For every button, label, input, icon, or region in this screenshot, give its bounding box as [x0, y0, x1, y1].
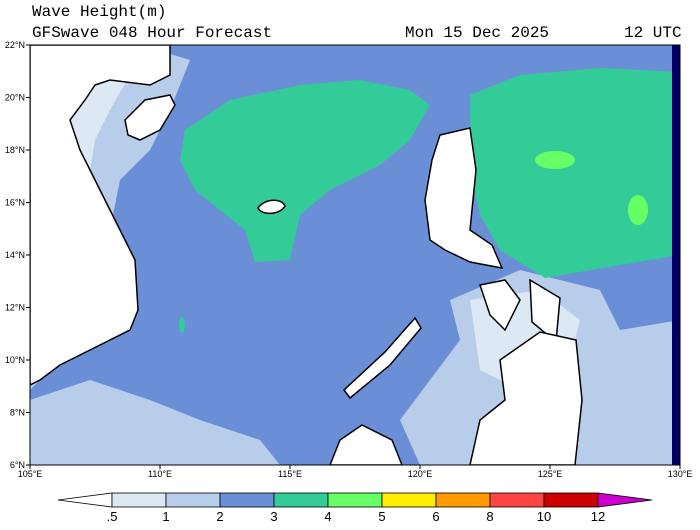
colorbar-box	[381, 492, 437, 508]
title: Wave Height(m)	[32, 3, 166, 21]
land	[30, 45, 583, 465]
sea-4-5m	[535, 151, 575, 169]
lon-label: 105°E	[18, 469, 43, 479]
colorbar-label: 3	[270, 509, 277, 524]
lon-label: 120°E	[408, 469, 433, 479]
colorbar-label: .5	[107, 509, 118, 524]
colorbar-label: 2	[216, 509, 223, 524]
lat-label: 6°N	[10, 460, 25, 470]
colorbar-label: 5	[378, 509, 385, 524]
colorbar-label: 12	[591, 509, 605, 524]
map-area	[30, 45, 680, 465]
colorbar-box	[543, 492, 599, 508]
colorbar-label: 8	[486, 509, 493, 524]
sea-1-2m-south	[30, 380, 280, 465]
colorbar-label: 6	[432, 509, 439, 524]
sea-3-4m-east	[470, 68, 680, 278]
lat-label: 22°N	[5, 40, 25, 50]
colorbar-box	[219, 492, 275, 508]
subtitle: GFSwave 048 Hour Forecast	[32, 24, 272, 42]
colorbar-low	[57, 492, 113, 508]
lon-label: 115°E	[278, 469, 302, 479]
colorbar-box	[489, 492, 545, 508]
colorbar-high	[597, 492, 653, 508]
lat-label: 8°N	[10, 408, 25, 418]
lat-label: 10°N	[5, 355, 25, 365]
lon-label: 125°E	[538, 469, 563, 479]
colorbar-box	[273, 492, 329, 508]
lat-label: 16°N	[5, 198, 25, 208]
colorbar-box	[435, 492, 491, 508]
lat-label: 20°N	[5, 93, 25, 103]
map-edge	[672, 45, 680, 465]
date: Mon 15 Dec 2025	[405, 24, 549, 42]
sea-3-4m-west	[180, 80, 430, 262]
lon-label: 110°E	[148, 469, 172, 479]
colorbar-box	[165, 492, 221, 508]
colorbar-box	[111, 492, 167, 508]
lat-label: 14°N	[5, 250, 25, 260]
lon-label: 130°E	[668, 469, 693, 479]
time: 12 UTC	[624, 24, 682, 42]
colorbar-label: 10	[537, 509, 551, 524]
colorbar-label: 1	[162, 509, 169, 524]
colorbar: .5 1 2 3 4 5 6 8 10 12	[57, 492, 653, 524]
colorbar-label: 4	[324, 509, 331, 524]
sea-3-4m-spot	[179, 317, 185, 333]
colorbar-box	[327, 492, 383, 508]
lat-label: 12°N	[5, 303, 25, 313]
sea-4-5m	[628, 195, 648, 225]
lat-label: 18°N	[5, 145, 25, 155]
